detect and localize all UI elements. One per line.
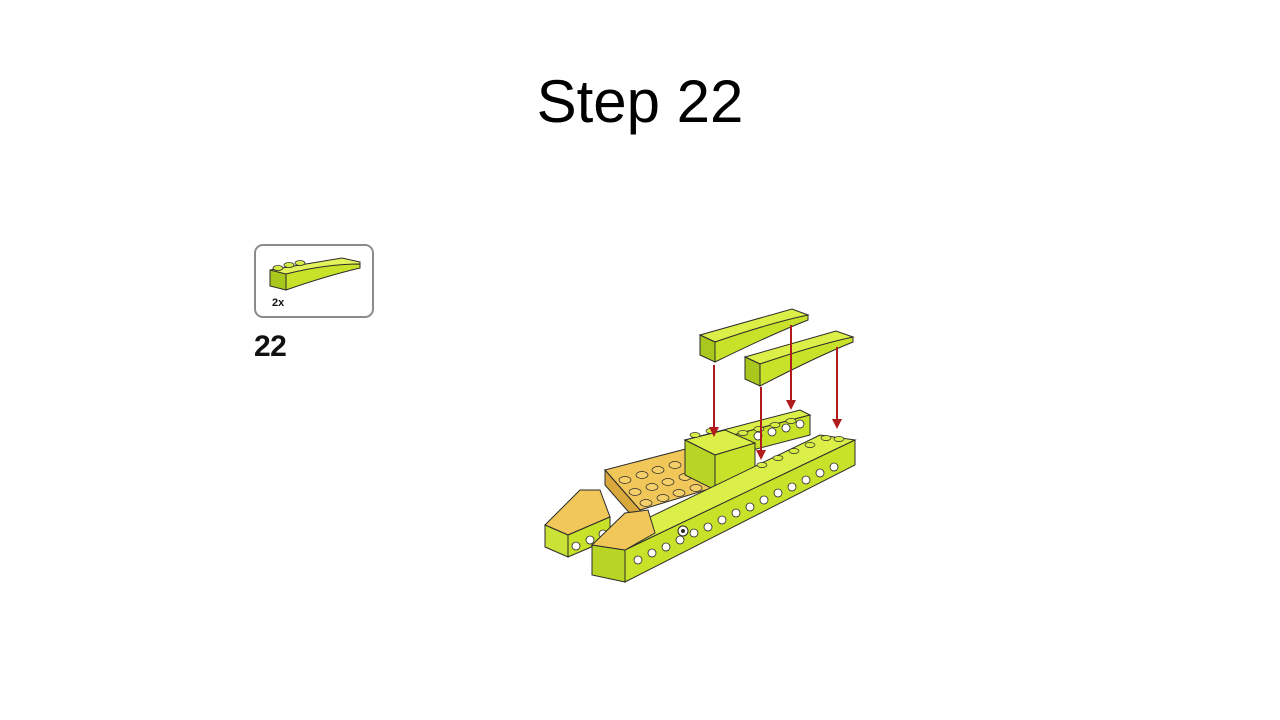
part-quantity: 2x: [272, 297, 285, 309]
slide-title: Step 22: [536, 68, 744, 135]
curved-slope-brick-icon: [269, 257, 361, 291]
step-number: 22: [254, 330, 287, 363]
curved-slope-lower: [743, 330, 855, 387]
tan-slope-front: [590, 509, 656, 551]
model-assembly-illustration: [544, 308, 857, 583]
parts-callout: 2x: [254, 244, 374, 318]
curved-slope-upper: [698, 308, 810, 363]
placement-arrows: [709, 325, 842, 460]
